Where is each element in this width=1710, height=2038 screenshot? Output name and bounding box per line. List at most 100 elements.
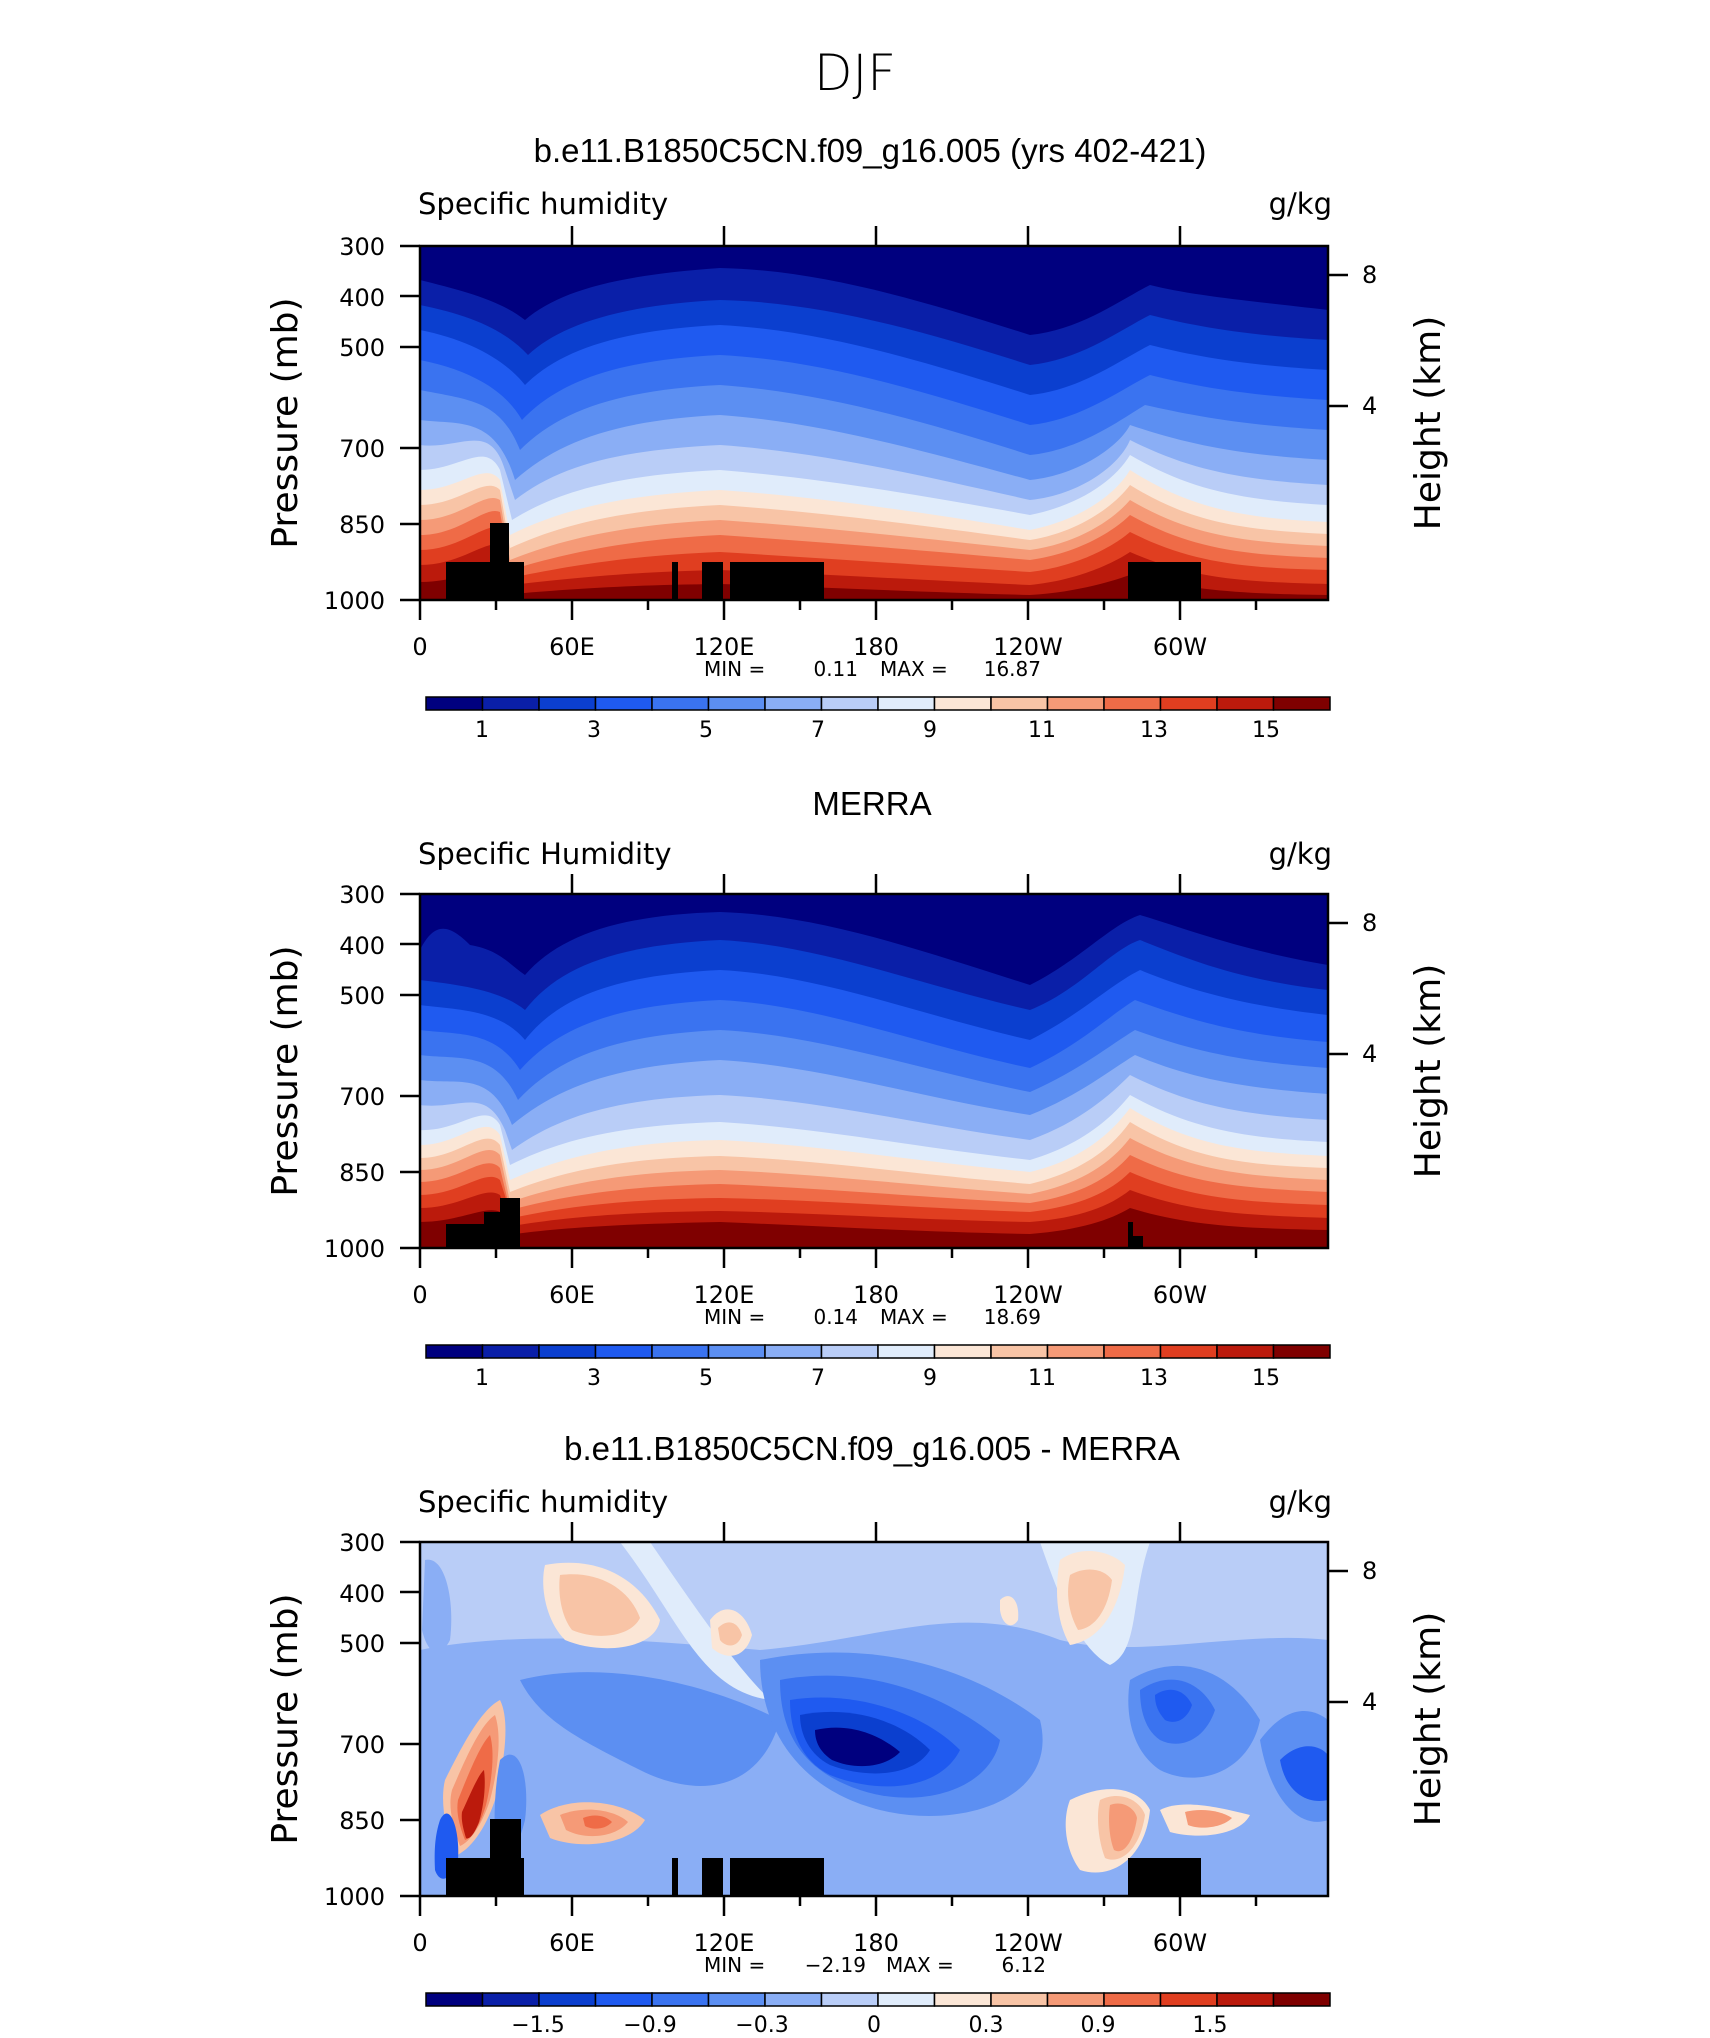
y-axis-right: Height (km) 8 4 bbox=[1328, 261, 1449, 530]
colorbar-label: 7 bbox=[811, 718, 825, 743]
colorbar-labels: 1 3 5 7 9 11 13 15 bbox=[475, 718, 1280, 743]
y-axis-right: Height (km) 8 4 bbox=[1328, 909, 1449, 1178]
min-value: 0.14 bbox=[813, 1305, 858, 1329]
colorbar-swatch bbox=[1159, 696, 1218, 711]
y-tick-label: 400 bbox=[339, 932, 385, 960]
colorbar-swatch bbox=[651, 1344, 710, 1359]
variable-label: Specific Humidity bbox=[418, 837, 672, 871]
colorbar-swatch bbox=[594, 1344, 653, 1359]
y-axis-right-title: Height (km) bbox=[1408, 316, 1449, 530]
x-axis: 0 60E 120E 180 120W 60W bbox=[412, 874, 1258, 1309]
diff-blob bbox=[422, 1559, 452, 1653]
colorbar bbox=[425, 1344, 1331, 1359]
diff-blob bbox=[620, 1542, 770, 1700]
colorbar-swatch bbox=[990, 1992, 1049, 2007]
colorbar-label: 13 bbox=[1140, 718, 1168, 743]
y-tick-label: 700 bbox=[339, 1731, 385, 1759]
colorbar-label: 13 bbox=[1140, 1366, 1168, 1391]
colorbar-swatch bbox=[481, 1992, 540, 2007]
x-tick-label: 180 bbox=[853, 633, 899, 661]
colorbar-label: 15 bbox=[1252, 718, 1280, 743]
y-axis-right-title: Height (km) bbox=[1408, 1612, 1449, 1826]
plot-area bbox=[418, 1540, 1330, 1898]
colorbar-label: −0.3 bbox=[735, 2013, 788, 2038]
colorbar-label: 9 bbox=[923, 1366, 937, 1391]
colorbar-swatch bbox=[1046, 1344, 1105, 1359]
colorbar-label: 0.9 bbox=[1081, 2013, 1116, 2038]
colorbar-swatch bbox=[707, 1992, 766, 2007]
colorbar bbox=[425, 1992, 1331, 2007]
colorbar-label: 1 bbox=[475, 1366, 489, 1391]
colorbar-swatch bbox=[651, 696, 710, 711]
y-axis-left: Pressure (mb) 300 400 500 700 850 1000 bbox=[265, 881, 420, 1263]
colorbar-swatch bbox=[933, 696, 992, 711]
colorbar-swatch bbox=[425, 696, 484, 711]
colorbar bbox=[425, 696, 1331, 711]
diff-blob bbox=[520, 1672, 780, 1786]
x-tick-label: 120W bbox=[993, 1281, 1063, 1309]
page-title: DJF bbox=[814, 44, 896, 102]
colorbar-swatch bbox=[1159, 1344, 1218, 1359]
diff-blob bbox=[1155, 1689, 1192, 1722]
colorbar-label: 7 bbox=[811, 1366, 825, 1391]
colorbar-swatch bbox=[707, 1344, 766, 1359]
y-right-tick-label: 8 bbox=[1362, 1557, 1377, 1585]
plot-frame bbox=[418, 892, 1330, 1250]
colorbar-swatch bbox=[538, 1992, 597, 2007]
x-tick-label: 60E bbox=[549, 1281, 595, 1309]
plot-area bbox=[418, 892, 1330, 1250]
min-label: MIN = bbox=[704, 1305, 765, 1329]
y-right-tick-label: 8 bbox=[1362, 909, 1377, 937]
x-tick-label: 60E bbox=[549, 633, 595, 661]
plot-area bbox=[418, 244, 1330, 602]
diff-blob bbox=[815, 1727, 900, 1767]
y-axis-left: Pressure (mb) 300 400 500 700 850 1000 bbox=[265, 233, 420, 615]
diff-blob bbox=[583, 1815, 612, 1829]
x-tick-label: 180 bbox=[853, 1281, 899, 1309]
plot-frame bbox=[418, 1540, 1330, 1898]
panel-1: b.e11.B1850C5CN.f09_g16.005 (yrs 402-421… bbox=[265, 132, 1449, 743]
panel-2: MERRA Specific Humidity g/kg bbox=[265, 785, 1449, 1391]
colorbar-swatch bbox=[1272, 1344, 1331, 1359]
diff-blob bbox=[461, 1770, 485, 1839]
colorbar-swatch bbox=[764, 1992, 823, 2007]
max-value: 6.12 bbox=[1001, 1953, 1046, 1977]
colorbar-swatch bbox=[990, 1344, 1049, 1359]
colorbar-label: 5 bbox=[699, 1366, 713, 1391]
y-tick-label: 850 bbox=[339, 511, 385, 539]
variable-label: Specific humidity bbox=[418, 187, 668, 221]
x-axis: 0 60E 120E 180 120W 60W bbox=[412, 226, 1258, 661]
x-tick-label: 60E bbox=[549, 1929, 595, 1957]
colorbar-label: 15 bbox=[1252, 1366, 1280, 1391]
colorbar-swatch bbox=[764, 696, 823, 711]
field-layer-15 bbox=[420, 1208, 1328, 1248]
colorbar-label: 3 bbox=[587, 718, 601, 743]
x-tick-label: 60W bbox=[1153, 633, 1207, 661]
colorbar-label: 3 bbox=[587, 1366, 601, 1391]
panel-title: MERRA bbox=[812, 785, 931, 822]
y-tick-label: 300 bbox=[339, 881, 385, 909]
diff-blob bbox=[1280, 1746, 1328, 1801]
colorbar-swatch bbox=[1046, 1992, 1105, 2007]
y-tick-label: 1000 bbox=[324, 1235, 385, 1263]
colorbar-label: 11 bbox=[1028, 1366, 1056, 1391]
y-tick-label: 850 bbox=[339, 1807, 385, 1835]
x-axis: 0 60E 120E 180 120W 60W bbox=[412, 1522, 1258, 1957]
colorbar-swatch bbox=[877, 1992, 936, 2007]
colorbar-labels: −1.5 −0.9 −0.3 0 0.3 0.9 1.5 bbox=[511, 2013, 1227, 2038]
max-value: 18.69 bbox=[984, 1305, 1041, 1329]
y-right-tick-label: 4 bbox=[1362, 1040, 1377, 1068]
min-value: 0.11 bbox=[813, 657, 858, 681]
y-tick-label: 400 bbox=[339, 1580, 385, 1608]
y-tick-label: 1000 bbox=[324, 587, 385, 615]
y-tick-label: 300 bbox=[339, 1529, 385, 1557]
colorbar-swatch bbox=[1159, 1992, 1218, 2007]
max-label: MAX = bbox=[880, 657, 948, 681]
y-tick-label: 500 bbox=[339, 1630, 385, 1658]
min-max-readout: MIN = −2.19 MAX = 6.12 bbox=[704, 1953, 1046, 1977]
colorbar-swatch bbox=[820, 1992, 879, 2007]
y-axis-title: Pressure (mb) bbox=[265, 945, 306, 1196]
colorbar-labels: 1 3 5 7 9 11 13 15 bbox=[475, 1366, 1280, 1391]
x-tick-label: 120E bbox=[694, 1281, 755, 1309]
